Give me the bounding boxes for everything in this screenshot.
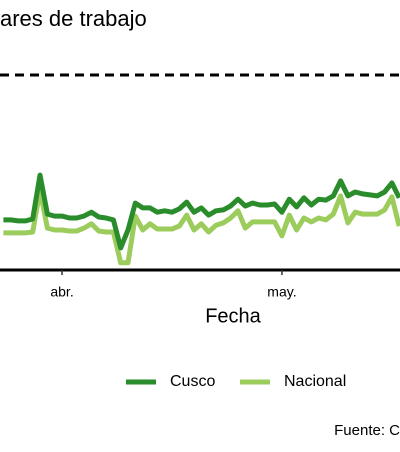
x-tick-label: may. xyxy=(267,284,296,300)
series-line xyxy=(3,187,400,266)
legend-label: Cusco xyxy=(170,373,215,390)
chart-title: ares de trabajo xyxy=(0,6,147,31)
x-tick-label: abr. xyxy=(50,284,73,300)
series-line xyxy=(3,172,400,251)
legend-label: Nacional xyxy=(284,373,346,390)
source: Fuente: C xyxy=(334,422,400,439)
x-axis-label: Fecha xyxy=(205,305,261,327)
